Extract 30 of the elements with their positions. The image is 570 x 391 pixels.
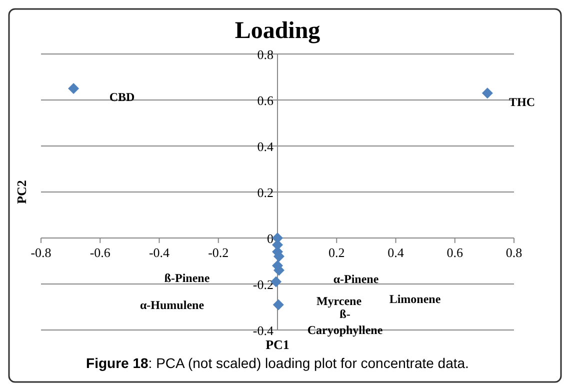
point xyxy=(68,83,80,94)
y-tick-label: 0.4 xyxy=(257,139,274,154)
x-tick-label: 0.6 xyxy=(446,245,464,260)
annotation: α-Pinene xyxy=(333,272,380,286)
annotation: ß-Pinene xyxy=(164,271,210,285)
y-axis-title: PC2 xyxy=(14,180,29,204)
annotation: THC xyxy=(508,95,536,109)
x-tick-label: 0.2 xyxy=(328,245,345,260)
x-tick-label: -0.8 xyxy=(30,245,52,260)
point xyxy=(272,299,284,310)
annotation: Limonene xyxy=(389,292,442,306)
point xyxy=(482,88,493,99)
y-tick-label: 0.6 xyxy=(257,93,274,108)
chart-title: Loading xyxy=(234,18,320,44)
x-tick-label: 0.4 xyxy=(388,245,404,260)
caption: Figure 18: PCA (not scaled) loading plot for concentrate data. xyxy=(86,355,469,371)
x-tick-label: -0.6 xyxy=(90,245,111,260)
x-tick-label: -0.4 xyxy=(148,245,170,260)
y-tick-label: -0.4 xyxy=(252,323,274,338)
x-axis-title: PC1 xyxy=(266,337,290,352)
annotation: ß-Caryophyllene xyxy=(307,307,384,337)
annotation: CBD xyxy=(109,90,135,104)
y-tick-label: 0.2 xyxy=(257,185,274,200)
y-tick-label: 0.8 xyxy=(257,47,274,62)
x-tick-label: -0.2 xyxy=(208,245,229,260)
y-tick-label: 0 xyxy=(267,231,274,246)
x-tick-label: 0.8 xyxy=(506,245,522,260)
y-tick-label: -0.2 xyxy=(252,277,274,292)
annotation: α-Humulene xyxy=(140,298,205,312)
annotation: Myrcene xyxy=(316,294,362,308)
